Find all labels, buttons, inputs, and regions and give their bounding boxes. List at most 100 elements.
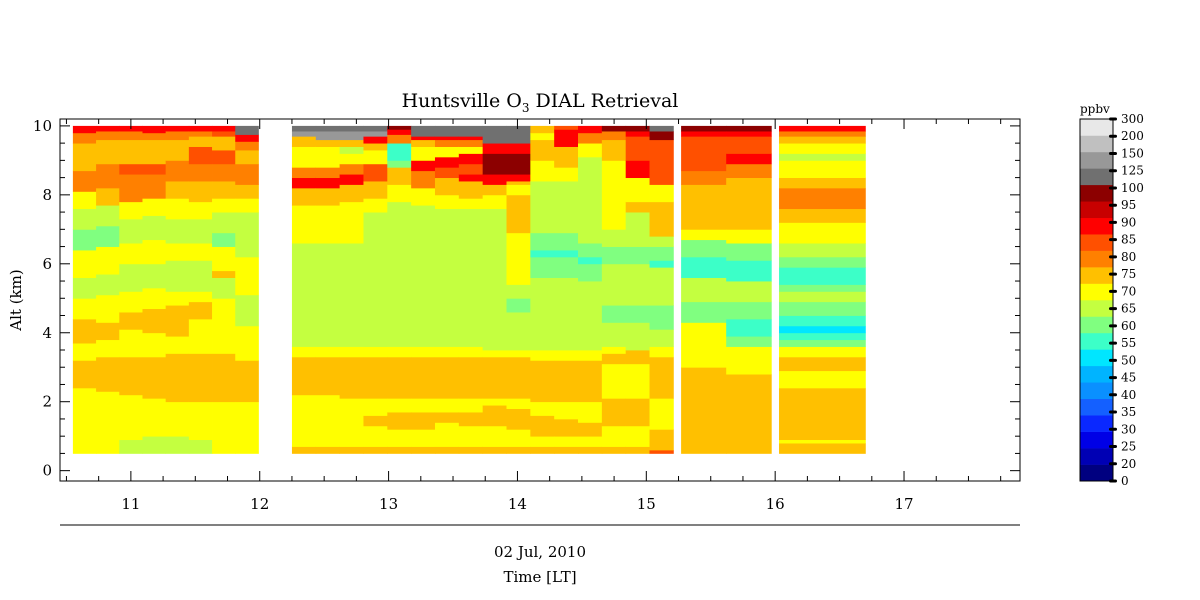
- colorbar-tick-label: 35: [1121, 405, 1136, 419]
- heatmap-cell: [142, 308, 167, 334]
- heatmap-cell: [779, 177, 866, 189]
- heatmap-cell: [506, 125, 531, 144]
- colorbar-tick-mark: [1109, 255, 1117, 259]
- heatmap-cell: [165, 131, 190, 141]
- heatmap-cell: [291, 167, 317, 179]
- y-tick-label: 0: [42, 462, 52, 480]
- heatmap-cell: [649, 305, 674, 330]
- colorbar-tick-mark: [1109, 220, 1117, 224]
- heatmap-cell: [506, 153, 531, 175]
- heatmap-cell: [578, 143, 603, 158]
- heatmap-cell: [649, 139, 674, 185]
- heatmap-cell: [726, 374, 772, 454]
- colorbar-tick-label: 200: [1121, 129, 1144, 143]
- heatmap-cell: [315, 125, 341, 132]
- colorbar-tick-mark: [1109, 272, 1117, 276]
- heatmap-cell: [530, 349, 555, 361]
- heatmap-cell: [411, 170, 436, 189]
- heatmap-cell: [482, 184, 507, 196]
- heatmap-cell: [387, 167, 412, 185]
- heatmap-cell: [649, 125, 674, 132]
- heatmap-cell: [554, 401, 579, 420]
- heatmap-cell: [681, 131, 727, 137]
- heatmap-cell: [779, 153, 866, 161]
- heatmap-cell: [482, 208, 507, 351]
- heatmap-cell: [142, 174, 167, 199]
- heatmap-cell: [779, 256, 866, 268]
- heatmap-cell: [72, 298, 97, 320]
- heatmap-cell: [387, 160, 412, 168]
- heatmap-cell: [411, 160, 436, 172]
- heatmap-cell: [387, 125, 412, 130]
- colorbar-tick-label: 0: [1121, 474, 1129, 488]
- heatmap-cell: [188, 181, 213, 203]
- heatmap-cell: [625, 136, 650, 161]
- colorbar-tick-label: 30: [1121, 422, 1136, 436]
- heatmap-cell: [142, 132, 167, 141]
- heatmap-cell: [554, 256, 579, 278]
- heatmap-cell: [506, 194, 531, 234]
- heatmap-cell: [434, 398, 460, 413]
- heatmap-cell: [387, 412, 412, 430]
- heatmap-cell: [411, 446, 436, 454]
- heatmap-cell: [506, 356, 531, 399]
- heatmap-cell: [458, 174, 484, 182]
- heatmap-cell: [235, 163, 259, 185]
- heatmap-cell: [72, 229, 97, 251]
- heatmap-cell: [315, 446, 341, 454]
- heatmap-cell: [779, 136, 866, 144]
- heatmap-cell: [315, 394, 341, 447]
- heatmap-cell: [212, 246, 236, 272]
- colorbar-frame: [1079, 118, 1114, 482]
- colorbar-tick-mark: [1109, 203, 1117, 207]
- heatmap-cell: [235, 360, 259, 403]
- heatmap-cell: [96, 205, 120, 227]
- heatmap-cell: [165, 160, 190, 182]
- colorbar-tick-mark: [1109, 238, 1117, 242]
- heatmap-cell: [339, 398, 364, 447]
- heatmap-cell: [315, 346, 341, 358]
- heatmap-cell: [142, 198, 167, 216]
- heatmap-cell: [726, 125, 772, 132]
- heatmap-cell: [554, 436, 579, 447]
- heatmap-cell: [188, 218, 213, 244]
- heatmap-cell: [411, 412, 436, 430]
- heatmap-cell: [387, 446, 412, 454]
- heatmap-cell: [578, 156, 603, 244]
- heatmap-cell: [96, 187, 120, 206]
- heatmap-cell: [411, 356, 436, 399]
- heatmap-cell: [779, 284, 866, 292]
- heatmap-cell: [96, 225, 120, 247]
- heatmap-cell: [434, 412, 460, 423]
- heatmap-cell: [779, 187, 866, 210]
- heatmap-cell: [681, 125, 727, 132]
- x-tick-label: 12: [250, 495, 269, 513]
- heatmap-cell: [72, 250, 97, 278]
- heatmap-cell: [578, 243, 603, 258]
- heatmap-cell: [235, 256, 259, 296]
- heatmap-cell: [291, 356, 317, 396]
- heatmap-cell: [72, 191, 97, 210]
- heatmap-cell: [578, 349, 603, 361]
- heatmap-cell: [482, 143, 507, 154]
- heatmap-cell: [506, 446, 531, 454]
- heatmap-cell: [119, 329, 143, 358]
- heatmap-cell: [726, 260, 772, 282]
- colorbar-tick-mark: [1109, 479, 1117, 483]
- heatmap-cell: [530, 256, 555, 278]
- heatmap-cell: [363, 415, 388, 427]
- heatmap-cell: [72, 132, 97, 144]
- heatmap-cell: [601, 131, 627, 141]
- heatmap-cell: [779, 208, 866, 223]
- heatmap-cell: [339, 125, 364, 132]
- colorbar-tick-label: 300: [1121, 112, 1144, 126]
- heatmap-cell: [458, 146, 484, 154]
- y-axis-label: Alt (km): [7, 269, 25, 331]
- colorbar-tick-label: 50: [1121, 353, 1136, 367]
- heatmap-cell: [434, 125, 460, 137]
- y-tick-label: 10: [33, 117, 52, 135]
- heatmap-cell: [506, 408, 531, 430]
- heatmap-cell: [363, 198, 388, 213]
- heatmap-cell: [625, 349, 650, 365]
- heatmap-cell: [291, 136, 317, 147]
